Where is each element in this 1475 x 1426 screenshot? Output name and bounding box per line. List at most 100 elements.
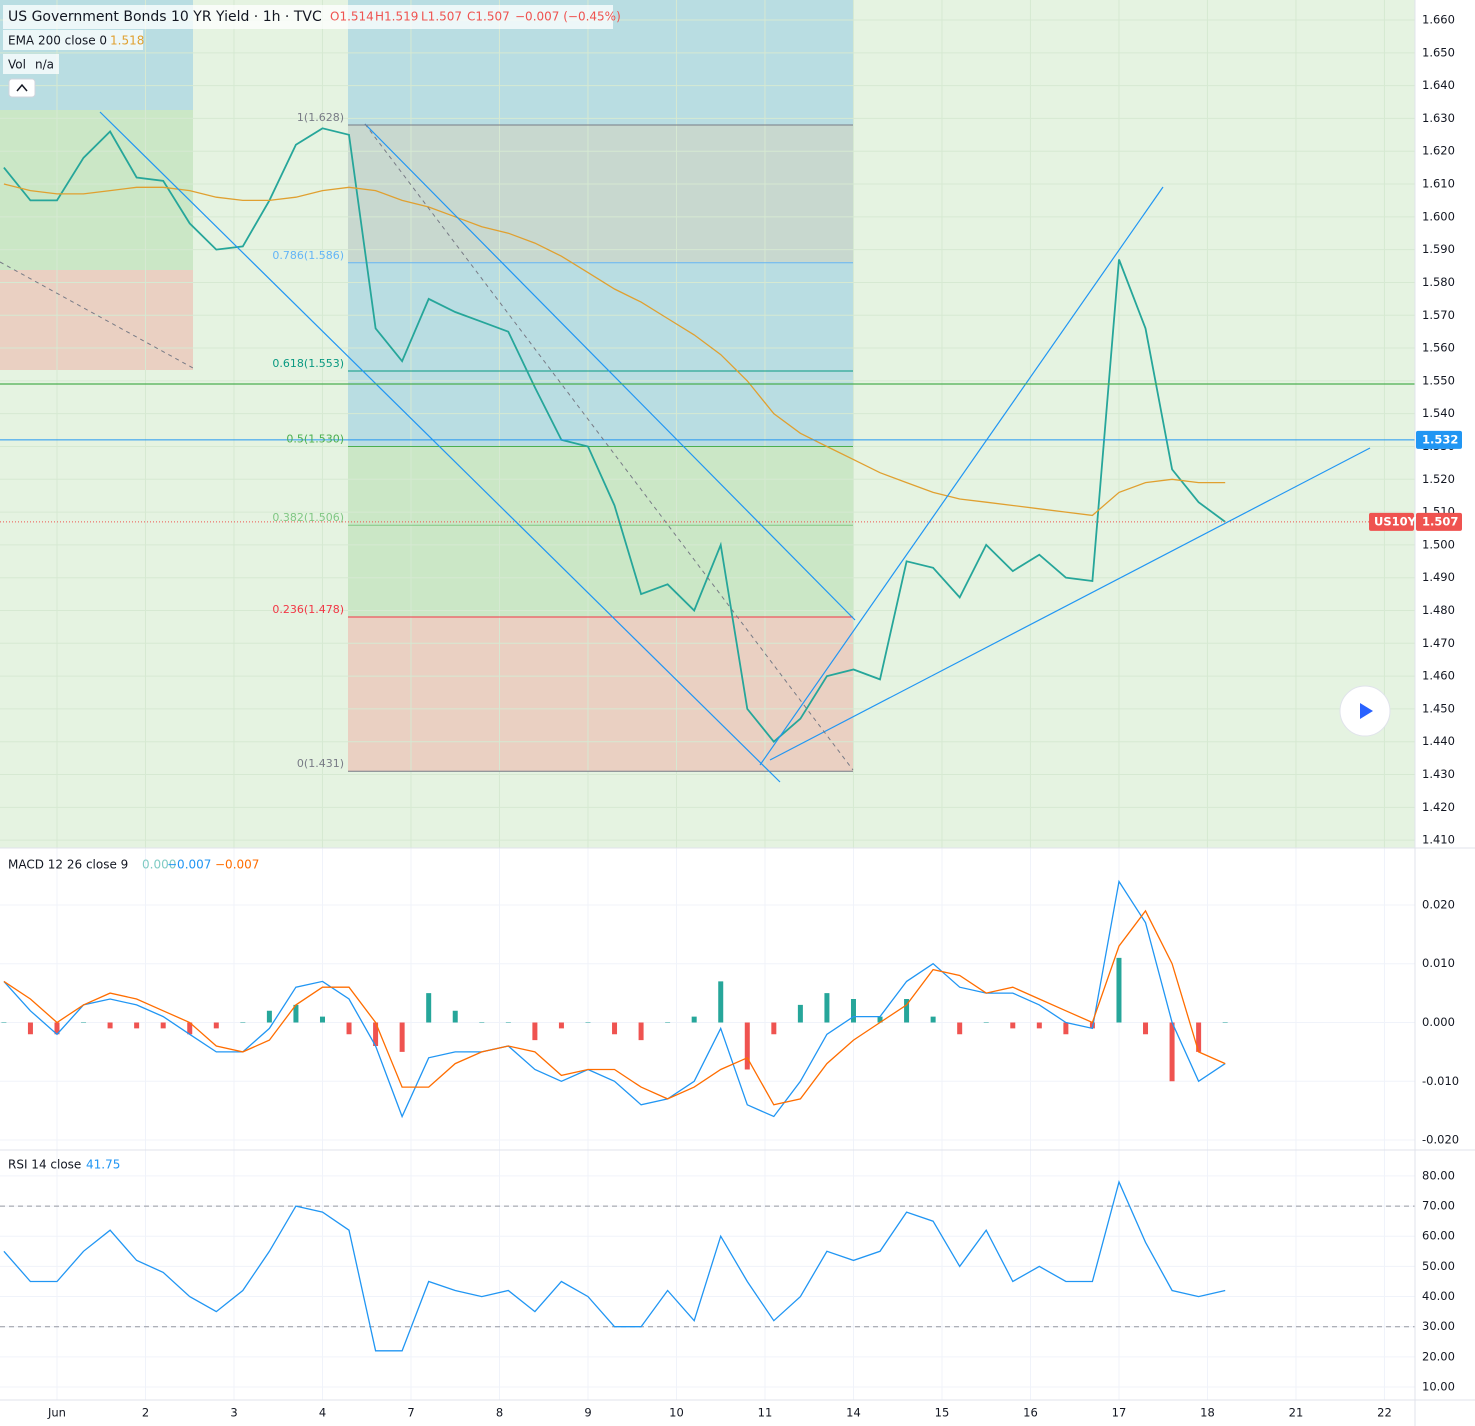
ohlc-high: H1.519 xyxy=(375,10,418,24)
histogram-bar xyxy=(1222,1022,1228,1024)
y-tick-label: 30.00 xyxy=(1422,1319,1455,1333)
fib-zone xyxy=(348,124,853,263)
y-tick-label: 1.650 xyxy=(1422,45,1455,59)
histogram-bar xyxy=(1196,1022,1202,1052)
symbol-tag-label: US10Y xyxy=(1374,514,1417,528)
fib-label: 0.236(1.478) xyxy=(272,603,344,616)
x-tick-label: 4 xyxy=(319,1406,326,1420)
price-tag xyxy=(1416,512,1462,531)
histogram-bar xyxy=(505,1022,511,1024)
x-tick-label: 22 xyxy=(1377,1406,1392,1420)
y-tick-label: -0.010 xyxy=(1422,1074,1459,1088)
series-line xyxy=(3,1180,1226,1352)
macd-hist-value: 0.000 xyxy=(142,858,176,872)
histogram-bar xyxy=(718,981,724,1023)
y-tick-label: 1.610 xyxy=(1422,177,1455,191)
histogram-bar xyxy=(426,993,432,1023)
y-tick-label: 1.630 xyxy=(1422,111,1455,125)
fib-label: 0.618(1.553) xyxy=(272,357,344,370)
histogram-bar xyxy=(1,1022,7,1024)
rsi-title: RSI 14 close xyxy=(8,1158,81,1172)
fib-label: 1(1.628) xyxy=(297,111,344,124)
ohlc-open: O1.514 xyxy=(330,10,374,24)
collapse-button[interactable] xyxy=(8,78,36,98)
y-tick-label: 1.600 xyxy=(1422,209,1455,223)
histogram-bar xyxy=(744,1022,750,1070)
y-tick-label: 1.660 xyxy=(1422,13,1455,27)
histogram-bar xyxy=(266,1010,272,1023)
series-line xyxy=(3,127,1226,743)
ema-value: 1.518 xyxy=(110,34,144,48)
trend-line xyxy=(769,447,1371,761)
histogram-bar xyxy=(612,1022,618,1035)
histogram-bar xyxy=(187,1022,193,1035)
x-tick-label: 18 xyxy=(1200,1406,1215,1420)
y-tick-label: 1.470 xyxy=(1422,636,1455,650)
histogram-bar xyxy=(850,999,856,1023)
macd-title: MACD 12 26 close 9 xyxy=(8,858,128,872)
histogram-bar xyxy=(877,1016,883,1023)
play-icon xyxy=(1360,703,1373,719)
fib-zone xyxy=(348,617,853,772)
x-tick-label: 2 xyxy=(142,1406,149,1420)
histogram-bar xyxy=(293,1004,299,1023)
macd-value: −0.007 xyxy=(167,858,211,872)
histogram-bar xyxy=(1010,1022,1016,1029)
price-tag-label: 1.507 xyxy=(1422,514,1458,528)
histogram-bar xyxy=(346,1022,352,1035)
y-tick-label: 1.410 xyxy=(1422,833,1455,847)
trend-lines xyxy=(0,111,1415,783)
histogram-bar xyxy=(1143,1022,1149,1035)
histogram-bar xyxy=(1169,1022,1175,1082)
legend-bg xyxy=(3,30,143,50)
x-tick-label: 21 xyxy=(1289,1406,1304,1420)
trend-line xyxy=(759,186,1164,766)
x-tick-label: 16 xyxy=(1023,1406,1038,1420)
histogram-bar xyxy=(373,1022,379,1047)
histogram-bar xyxy=(1036,1022,1042,1029)
y-tick-label: 70.00 xyxy=(1422,1199,1455,1213)
y-tick-label: 1.580 xyxy=(1422,275,1455,289)
series-line xyxy=(3,909,1226,1106)
series-line xyxy=(3,183,1226,517)
fib-zone xyxy=(348,446,853,618)
histogram-bar xyxy=(558,1022,564,1029)
rsi-value: 41.75 xyxy=(86,1158,120,1172)
histogram-bar xyxy=(479,1022,485,1024)
y-tick-label: 1.540 xyxy=(1422,406,1455,420)
histogram-bar xyxy=(54,1022,60,1035)
trend-line xyxy=(99,111,781,783)
y-tick-label: 1.590 xyxy=(1422,242,1455,256)
zone-left-low xyxy=(0,270,193,370)
zone-left-mid xyxy=(0,110,193,270)
x-tick-label: 17 xyxy=(1112,1406,1127,1420)
chart-title: US Government Bonds 10 YR Yield · 1h · T… xyxy=(8,9,322,25)
histogram-bar xyxy=(319,1016,325,1023)
legend-bg xyxy=(3,54,59,74)
histogram-bar xyxy=(691,1016,697,1023)
histogram-bar xyxy=(399,1022,405,1052)
fib-diagonal xyxy=(364,123,854,771)
histogram-bar xyxy=(771,1022,777,1035)
ohlc-change: −0.007 (−0.45%) xyxy=(515,10,621,24)
histogram-bar xyxy=(27,1022,33,1035)
histogram-bar xyxy=(904,999,910,1023)
trend-line xyxy=(364,123,856,621)
histogram-bar xyxy=(638,1022,644,1041)
fib-diagonals xyxy=(0,123,854,771)
histogram-bar xyxy=(930,1016,936,1023)
ohlc-close: C1.507 xyxy=(467,10,510,24)
histogram-bar xyxy=(532,1022,538,1041)
fib-label: 0.382(1.506) xyxy=(272,511,344,524)
x-tick-label: 14 xyxy=(846,1406,861,1420)
y-tick-label: 0.010 xyxy=(1422,956,1455,970)
histogram-bar xyxy=(213,1022,219,1029)
price-tag xyxy=(1416,430,1462,449)
y-tick-label: 1.570 xyxy=(1422,308,1455,322)
play-button[interactable] xyxy=(1339,685,1391,737)
histogram-bar xyxy=(797,1004,803,1023)
histogram-bar xyxy=(81,1022,87,1024)
histogram-bar xyxy=(1116,957,1122,1023)
vol-value: n/a xyxy=(35,58,54,72)
fib-label: 0.5(1.530) xyxy=(286,432,344,445)
